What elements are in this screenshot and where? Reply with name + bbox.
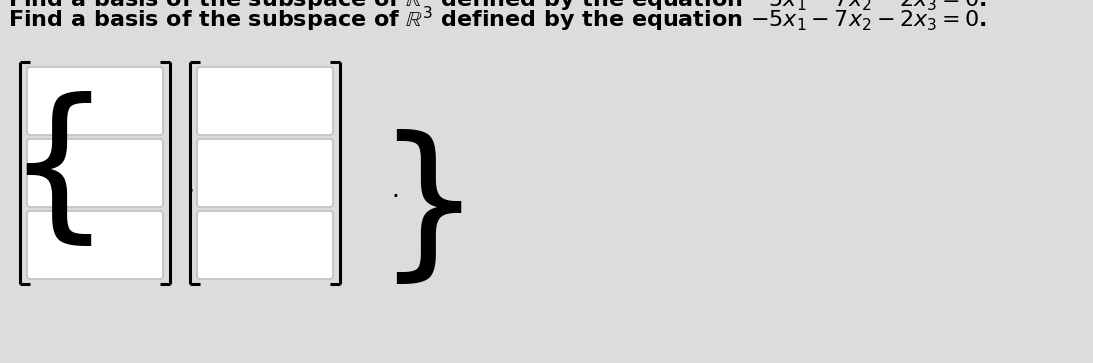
FancyBboxPatch shape [27, 67, 163, 135]
Text: ,: , [186, 173, 193, 197]
Text: {: { [5, 91, 111, 254]
FancyBboxPatch shape [27, 211, 163, 279]
FancyBboxPatch shape [197, 139, 333, 207]
Text: Find a basis of the subspace of $\mathbb{R}^3$ defined by the equation $-5x_1 - : Find a basis of the subspace of $\mathbb… [8, 5, 987, 34]
Text: .: . [391, 178, 399, 202]
Text: Find a basis of the subspace of $\mathbb{R}^3$ defined by the equation $-5x_1 - : Find a basis of the subspace of $\mathbb… [8, 0, 987, 14]
Text: }: } [375, 129, 481, 291]
FancyBboxPatch shape [27, 139, 163, 207]
FancyBboxPatch shape [197, 211, 333, 279]
FancyBboxPatch shape [197, 67, 333, 135]
